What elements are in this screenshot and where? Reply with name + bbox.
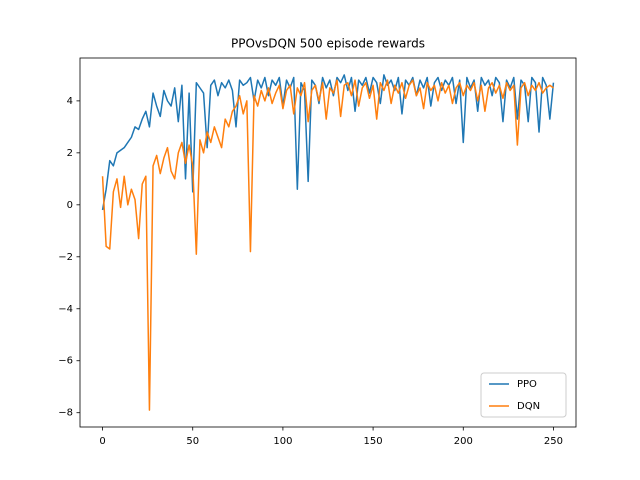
x-tick-label: 50 — [186, 436, 199, 447]
x-tick-label: 100 — [273, 436, 292, 447]
y-tick-label: −4 — [58, 304, 73, 315]
chart-title: PPOvsDQN 500 episode rewards — [231, 37, 425, 51]
y-tick-label: −2 — [58, 252, 73, 263]
x-tick-label: 150 — [364, 436, 383, 447]
y-tick-label: 2 — [67, 148, 73, 159]
y-tick-label: −6 — [58, 356, 73, 367]
line-series — [101, 79, 554, 411]
x-tick-label: 200 — [454, 436, 473, 447]
x-tick-label: 250 — [544, 436, 563, 447]
y-tick-label: 4 — [67, 96, 73, 107]
legend-label: PPO — [517, 379, 537, 390]
x-tick-label: 0 — [99, 436, 105, 447]
axes-frame — [79, 57, 577, 428]
y-tick-label: 0 — [67, 200, 73, 211]
y-tick-label: −8 — [58, 408, 73, 419]
line-series — [101, 74, 555, 211]
legend-label: DQN — [517, 401, 540, 412]
